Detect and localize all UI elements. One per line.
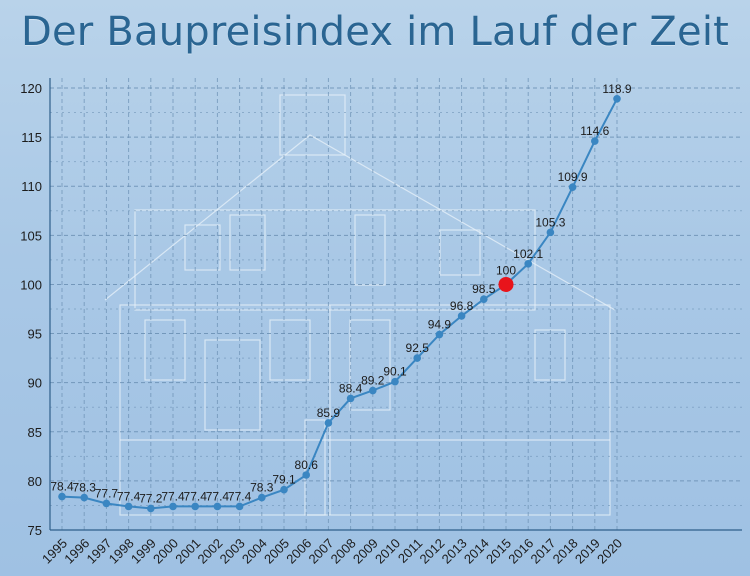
chart-title: Der Baupreisindex im Lauf der Zeit	[20, 9, 730, 55]
data-point	[58, 492, 66, 501]
data-point	[369, 386, 377, 395]
data-points	[58, 95, 621, 513]
axes	[49, 78, 742, 531]
data-point	[258, 493, 266, 502]
data-point	[346, 394, 355, 403]
data-point	[568, 183, 577, 192]
grid-lines	[50, 78, 742, 531]
data-label: 77.4	[117, 489, 141, 503]
y-axis-ticks: 75 80 85 90 95 100 105 110 115 120	[20, 81, 42, 538]
data-label: 77.4	[228, 489, 252, 503]
y-tick-label: 105	[20, 228, 42, 243]
data-point	[480, 295, 488, 303]
data-label: 92.5	[406, 341, 430, 355]
data-label: 89.2	[361, 374, 385, 388]
data-label: 85.9	[317, 406, 341, 420]
data-label: 77.7	[95, 486, 119, 500]
data-point	[80, 493, 88, 502]
data-label: 90.1	[383, 365, 407, 379]
data-point	[302, 471, 311, 479]
data-labels: 78.478.377.777.477.277.477.477.477.478.3…	[50, 82, 632, 506]
data-point	[457, 312, 466, 320]
data-point	[169, 502, 177, 511]
data-point	[546, 228, 555, 237]
data-point	[524, 260, 532, 268]
data-label: 98.5	[472, 282, 496, 296]
data-label: 77.4	[161, 489, 185, 503]
y-tick-label: 80	[28, 474, 42, 489]
data-label: 79.1	[272, 473, 296, 487]
y-tick-label: 75	[28, 523, 42, 538]
data-label: 100	[496, 263, 516, 277]
data-label: 88.4	[339, 381, 363, 395]
data-label: 78.3	[250, 481, 274, 495]
y-tick-label: 120	[20, 81, 42, 96]
data-point	[413, 354, 422, 362]
data-point	[435, 330, 444, 339]
x-tick-label: 2020	[594, 536, 625, 567]
data-label: 109.9	[558, 170, 588, 184]
highlighted-data-point	[498, 276, 514, 292]
y-tick-label: 90	[28, 376, 42, 391]
series-line-path	[61, 98, 618, 510]
data-point	[191, 502, 199, 511]
data-label: 96.8	[450, 299, 474, 313]
y-tick-label: 95	[28, 327, 42, 342]
data-label: 118.9	[602, 82, 631, 96]
data-label: 78.4	[50, 480, 74, 494]
data-point	[280, 485, 288, 494]
y-tick-label: 115	[21, 130, 42, 145]
data-label: 77.4	[184, 489, 208, 503]
data-point	[591, 137, 599, 145]
data-label: 80.6	[295, 458, 319, 472]
data-point	[147, 504, 155, 513]
data-label: 77.4	[206, 489, 230, 503]
data-point	[213, 502, 222, 511]
data-point	[124, 502, 133, 511]
data-label: 102.1	[513, 247, 543, 261]
data-point	[235, 502, 244, 511]
data-label: 77.2	[139, 491, 163, 505]
data-label: 94.9	[428, 318, 452, 332]
y-tick-label: 85	[28, 425, 42, 440]
data-label: 105.3	[535, 215, 565, 229]
series-line	[61, 98, 618, 510]
x-axis-ticks: 1995199619971998199920002001200220032004…	[39, 536, 625, 567]
data-point	[324, 419, 333, 427]
y-tick-label: 100	[20, 277, 42, 292]
data-label: 114.6	[580, 124, 609, 138]
data-point	[102, 499, 111, 508]
data-label: 78.3	[73, 481, 97, 495]
data-point	[613, 95, 621, 103]
y-tick-label: 110	[21, 179, 42, 194]
data-point	[391, 377, 399, 386]
